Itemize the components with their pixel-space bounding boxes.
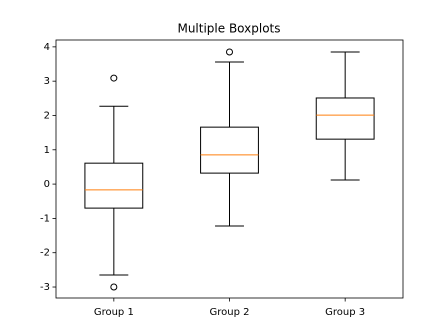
y-tick-label: -2 <box>40 248 50 259</box>
y-tick-label: -3 <box>40 282 50 293</box>
x-tick-label: Group 1 <box>94 307 134 318</box>
x-tick-label: Group 2 <box>210 307 250 318</box>
y-tick-label: 0 <box>44 179 50 190</box>
box <box>200 126 259 174</box>
y-tick-label: -1 <box>40 213 50 224</box>
plot-frame <box>55 39 404 299</box>
box <box>84 162 144 209</box>
flier <box>226 48 233 56</box>
box <box>315 97 375 140</box>
flier <box>110 283 118 291</box>
y-tick-label: 2 <box>44 110 50 121</box>
y-tick-label: 1 <box>44 145 50 156</box>
y-tick-label: 3 <box>44 76 50 87</box>
x-tick-label: Group 3 <box>325 307 365 318</box>
chart-title: Multiple Boxplots <box>177 22 280 36</box>
flier <box>110 74 118 82</box>
y-tick-label: 4 <box>44 42 50 53</box>
